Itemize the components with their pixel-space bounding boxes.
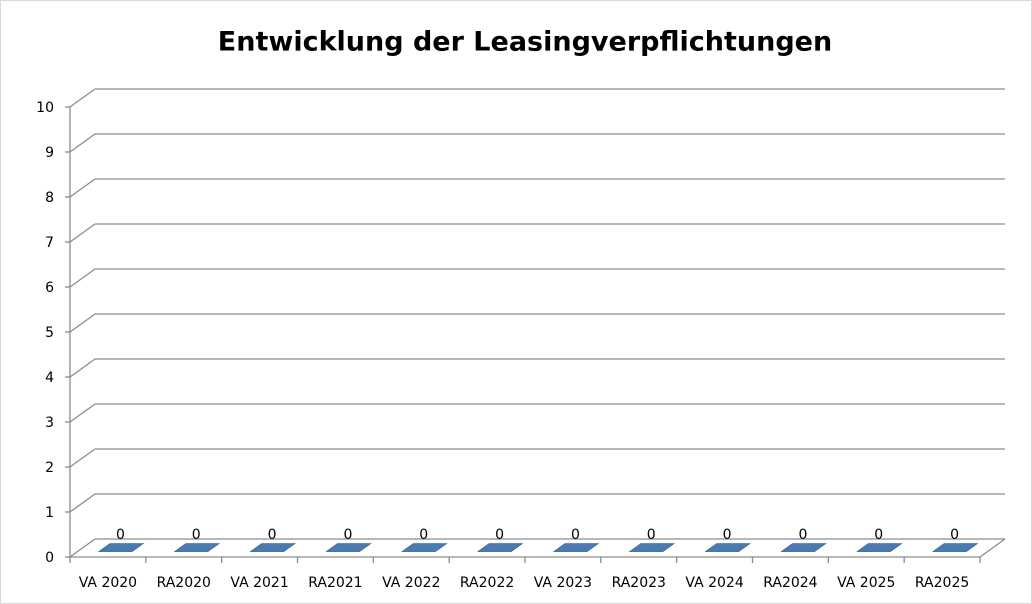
grid-line: [69, 223, 1005, 243]
bar: [780, 543, 827, 552]
x-tick-label: RA2022: [460, 575, 514, 591]
grid-line: [69, 178, 1005, 198]
data-label: 0: [495, 527, 504, 543]
y-tick-label: 0: [45, 550, 54, 566]
grid-line: [69, 358, 1005, 378]
data-label: 0: [647, 527, 656, 543]
y-tick-label: 1: [45, 505, 54, 521]
data-label: 0: [723, 527, 732, 543]
y-tick-label: 10: [36, 100, 54, 116]
y-tick-label: 6: [45, 280, 54, 296]
grid-line: [69, 133, 1005, 153]
data-label: 0: [419, 527, 428, 543]
bar: [173, 543, 221, 552]
data-label: 0: [798, 527, 807, 543]
bar: [97, 543, 145, 552]
x-tick-label: VA 2021: [230, 575, 288, 591]
x-tick-label: RA2023: [612, 575, 666, 591]
data-label: 0: [950, 527, 959, 543]
y-tick-label: 4: [45, 370, 54, 386]
x-tick-label: VA 2022: [382, 575, 440, 591]
data-label: 0: [874, 527, 883, 543]
x-tick-label: RA2021: [308, 575, 362, 591]
y-tick-label: 2: [45, 460, 54, 476]
grid-line: [69, 538, 1005, 558]
chart-title: Entwicklung der Leasingverpflichtungen: [218, 27, 832, 58]
data-label: 0: [571, 527, 580, 543]
bar: [704, 543, 751, 552]
x-tick-label: RA2025: [915, 575, 969, 591]
bar: [249, 543, 296, 552]
data-label: 0: [116, 527, 125, 543]
grid-line: [69, 448, 1005, 468]
bar: [552, 543, 600, 552]
data-label: 0: [268, 527, 277, 543]
y-tick-label: 9: [45, 145, 54, 161]
data-label: 0: [343, 527, 352, 543]
bar: [325, 543, 372, 552]
bar: [856, 543, 903, 552]
x-tick-label: VA 2025: [837, 575, 895, 591]
bar: [401, 543, 448, 552]
bar: [476, 543, 524, 552]
y-tick-label: 3: [45, 415, 54, 431]
grid-line: [69, 88, 1005, 108]
grid-line: [69, 268, 1005, 288]
x-tick-label: VA 2020: [79, 575, 137, 591]
grid-line: [69, 313, 1005, 333]
y-tick-label: 5: [45, 325, 54, 341]
bar: [628, 543, 676, 552]
data-label: 0: [192, 527, 201, 543]
grid-line: [69, 403, 1005, 423]
x-tick-label: RA2020: [157, 575, 211, 591]
bar: [931, 543, 979, 552]
y-tick-label: 7: [45, 235, 54, 251]
x-tick-label: RA2024: [763, 575, 817, 591]
y-tick-label: 8: [45, 190, 54, 206]
x-tick-label: VA 2024: [685, 575, 743, 591]
x-tick-label: VA 2023: [534, 575, 592, 591]
grid-line: [69, 493, 1005, 513]
